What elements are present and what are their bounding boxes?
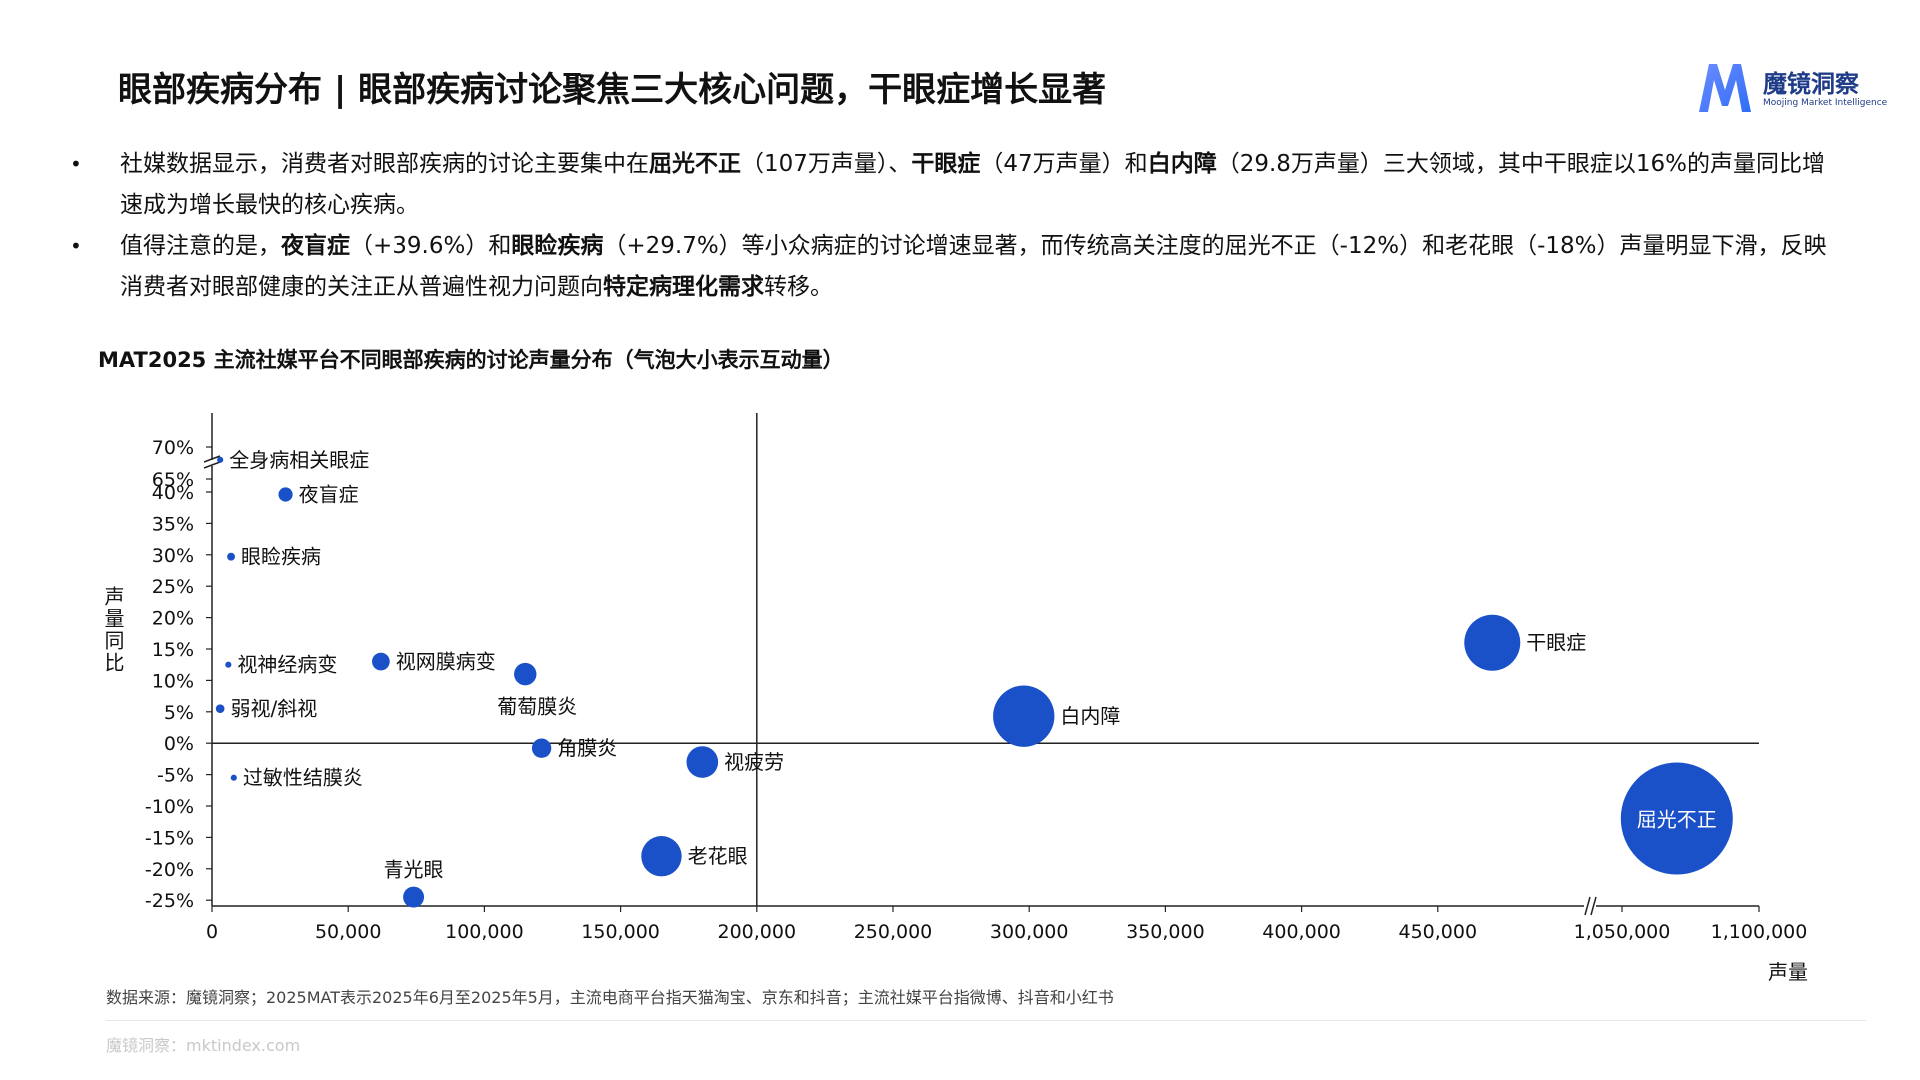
bubble-label: 视疲劳 — [724, 750, 784, 774]
bubble-label: 视神经病变 — [237, 653, 337, 677]
x-tick-label: 250,000 — [854, 921, 933, 943]
bubble-point — [686, 746, 719, 778]
x-tick-label: 1,100,000 — [1711, 921, 1808, 943]
x-tick-label: 0 — [206, 921, 218, 943]
bubble-point — [372, 652, 390, 671]
bubble-point — [1620, 762, 1733, 875]
y-tick-label: 20% — [152, 608, 194, 630]
bubble-point — [514, 662, 537, 686]
bubble-point — [217, 456, 224, 463]
bubble-point — [230, 774, 237, 781]
x-axis-break-mark — [1584, 896, 1591, 916]
y-tick-label: 0% — [164, 733, 194, 755]
x-tick-label: 150,000 — [581, 921, 660, 943]
x-tick-label: 450,000 — [1399, 921, 1478, 943]
summary-bullets: • 社媒数据显示，消费者对眼部疾病的讨论主要集中在屈光不正（107万声量）、干眼… — [70, 144, 1840, 308]
bubble-label: 眼睑疾病 — [241, 545, 321, 569]
bubble-label: 视网膜病变 — [396, 650, 496, 674]
y-tick-label: 25% — [152, 576, 194, 598]
y-tick-label: 65% — [152, 469, 194, 491]
bullet-item-1: • 社媒数据显示，消费者对眼部疾病的讨论主要集中在屈光不正（107万声量）、干眼… — [70, 144, 1840, 226]
y-tick-label: -25% — [145, 890, 194, 912]
logo-subtitle: Moojing Market Intelligence — [1763, 98, 1888, 108]
bubble-point — [531, 738, 552, 758]
y-tick-label: -10% — [145, 796, 194, 818]
bubble-label: 老花眼 — [688, 844, 748, 868]
bubble-label: 干眼症 — [1526, 631, 1586, 655]
bubble-point — [1464, 614, 1521, 671]
data-source-note: 数据来源：魔镜洞察；2025MAT表示2025年6月至2025年5月，主流电商平… — [106, 988, 1114, 1007]
logo-name: 魔镜洞察 — [1763, 70, 1859, 98]
x-tick-label: 1,050,000 — [1574, 921, 1671, 943]
bubble-label: 角膜炎 — [557, 736, 617, 760]
y-tick-label: 70% — [152, 437, 194, 459]
logo: 魔镜洞察 Moojing Market Intelligence — [1695, 58, 1888, 118]
bubble-point — [278, 487, 293, 502]
y-tick-label: 35% — [152, 513, 194, 535]
bubble-point — [227, 552, 236, 561]
y-axis-break-mark — [203, 455, 221, 463]
page-title: 眼部疾病分布 | 眼部疾病讨论聚焦三大核心问题，干眼症增长显著 — [118, 70, 1107, 110]
bullet-item-2: • 值得注意的是，夜盲症（+39.6%）和眼睑疾病（+29.7%）等小众病症的讨… — [70, 226, 1840, 308]
x-tick-label: 100,000 — [445, 921, 524, 943]
logo-m-icon — [1699, 64, 1751, 112]
bubble-label: 白内障 — [1060, 704, 1120, 728]
y-tick-label: 10% — [152, 670, 194, 692]
x-axis-title: 声量 — [1768, 960, 1808, 984]
y-tick-label: -20% — [145, 859, 194, 881]
x-tick-label: 400,000 — [1262, 921, 1341, 943]
bullet-text: 值得注意的是，夜盲症（+39.6%）和眼睑疾病（+29.7%）等小众病症的讨论增… — [120, 233, 1827, 300]
bubble-label: 弱视/斜视 — [231, 697, 318, 721]
bubble-label: 屈光不正 — [1637, 808, 1717, 832]
bubble-point — [641, 836, 682, 877]
bubble-label: 全身病相关眼症 — [229, 448, 369, 472]
y-axis-break-mark — [203, 461, 221, 469]
bubble-label: 葡萄膜炎 — [497, 694, 577, 718]
y-tick-label: 5% — [164, 702, 194, 724]
bubble-point — [403, 886, 425, 908]
bubble-point — [215, 704, 225, 713]
bubble-label: 过敏性结膜炎 — [243, 766, 363, 790]
x-axis-break-mark — [1590, 896, 1597, 916]
bullet-dot-icon: • — [70, 234, 82, 258]
y-tick-label: -15% — [145, 827, 194, 849]
y-tick-label: 30% — [152, 545, 194, 567]
bubble-point — [225, 661, 232, 668]
chart-title: MAT2025 主流社媒平台不同眼部疾病的讨论声量分布（气泡大小表示互动量） — [98, 348, 844, 372]
bubble-point — [993, 685, 1055, 747]
footer-text: 魔镜洞察：mktindex.com — [106, 1036, 301, 1055]
y-tick-label: 40% — [152, 482, 194, 504]
footer-divider — [106, 1020, 1866, 1021]
y-axis-title: 声量同比 — [101, 586, 125, 674]
x-tick-label: 50,000 — [315, 921, 381, 943]
x-tick-label: 350,000 — [1126, 921, 1205, 943]
y-tick-label: -5% — [157, 765, 194, 787]
x-tick-label: 200,000 — [718, 921, 797, 943]
bubble-label: 青光眼 — [384, 858, 444, 882]
bullet-dot-icon: • — [70, 152, 82, 176]
x-tick-label: 300,000 — [990, 921, 1069, 943]
bullet-text: 社媒数据显示，消费者对眼部疾病的讨论主要集中在屈光不正（107万声量）、干眼症（… — [120, 151, 1826, 218]
bubble-label: 夜盲症 — [299, 483, 359, 507]
y-tick-label: 15% — [152, 639, 194, 661]
